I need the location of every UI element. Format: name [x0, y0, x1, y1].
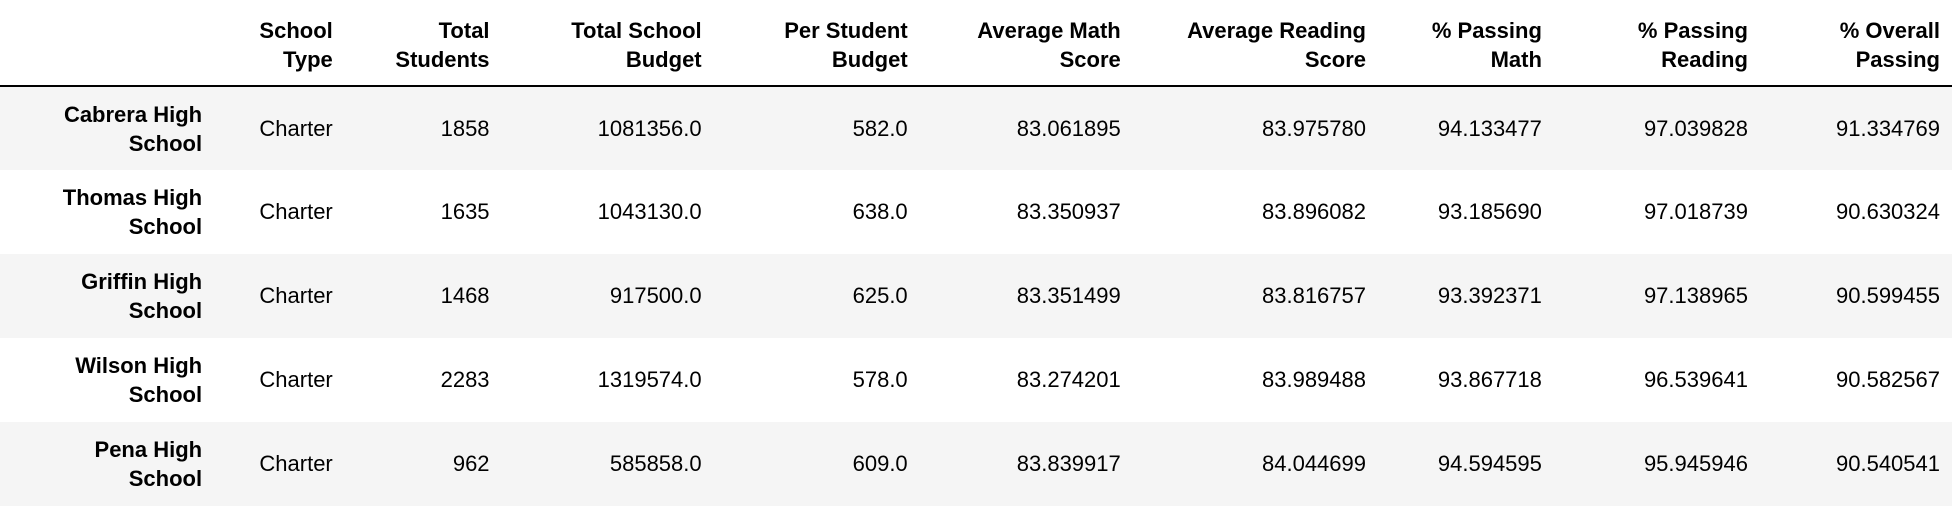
header-line: Math [1490, 47, 1542, 72]
school-name-line: Cabrera High [63, 101, 203, 127]
school-name-line: Thomas High [62, 185, 203, 210]
table-row: Wilson High School Charter 2283 1319574.0… [0, 338, 1952, 422]
school-name-line: Wilson High [75, 353, 203, 378]
row-header-school-name: Pena High School [0, 422, 214, 506]
row-header-school-name: Wilson High School [0, 338, 214, 422]
cell-per-student-budget: 625.0 [852, 283, 908, 308]
cell-total-school-budget: 1319574.0 [597, 367, 702, 392]
cell-per-student-budget: 609.0 [852, 451, 908, 476]
cell-average-math-score: 83.839917 [1016, 451, 1121, 476]
cell-overall-passing: 91.334769 [1836, 115, 1940, 141]
cell-average-math-score: 83.350937 [1016, 199, 1121, 224]
cell-total-school-budget: 585858.0 [609, 451, 702, 476]
cell-overall-passing: 90.630324 [1836, 199, 1940, 224]
header-line: Budget [831, 47, 908, 72]
column-header-per-student-budget: Per Student Budget [713, 0, 920, 87]
cell-total-school-budget: 917500.0 [609, 283, 702, 308]
header-line: Average Math [977, 18, 1121, 43]
cell-school-type: Charter [259, 283, 333, 308]
cell-average-math-score: 83.274201 [1016, 367, 1121, 392]
school-name-line: School [128, 130, 203, 156]
cell-passing-reading: 97.039828 [1643, 115, 1748, 141]
cell-average-math-score: 83.351499 [1016, 283, 1121, 308]
header-line: % Passing [1431, 18, 1542, 43]
column-header-average-math-score: Average Math Score [919, 0, 1133, 87]
cell-school-type: Charter [259, 451, 333, 476]
header-line: Students [395, 47, 490, 72]
column-header-total-school-budget: Total School Budget [501, 0, 714, 87]
cell-passing-math: 94.594595 [1437, 451, 1542, 476]
table-row: Thomas High School Charter 1635 1043130.0… [0, 170, 1952, 254]
column-header-passing-math: % Passing Math [1378, 0, 1554, 87]
cell-school-type: Charter [259, 115, 333, 141]
header-line: % Passing [1637, 18, 1748, 43]
header-line: Type [283, 47, 333, 72]
cell-per-student-budget: 578.0 [852, 367, 908, 392]
cell-average-reading-score: 83.989488 [1262, 367, 1366, 392]
cell-per-student-budget: 638.0 [852, 199, 908, 224]
header-row: School Type Total Students Total School Bud… [0, 0, 1952, 87]
header-line: Budget [625, 47, 702, 72]
header-line: School [259, 18, 333, 43]
row-header-school-name: Cabrera High School [0, 86, 214, 170]
school-name-line: School [128, 214, 203, 239]
table-body: Cabrera High School Charter 1858 1081356.… [0, 86, 1952, 506]
cell-average-reading-score: 84.044699 [1262, 451, 1366, 476]
cell-average-reading-score: 83.975780 [1262, 115, 1366, 141]
cell-average-math-score: 83.061895 [1016, 115, 1121, 141]
column-header-passing-reading: % Passing Reading [1553, 0, 1760, 87]
cell-total-students: 1635 [440, 199, 490, 224]
school-name-line: School [128, 382, 203, 407]
cell-average-reading-score: 83.896082 [1262, 199, 1366, 224]
cell-per-student-budget: 582.0 [852, 115, 908, 141]
header-line: Per Student [784, 18, 908, 43]
header-line: % Overall [1839, 18, 1940, 43]
column-header-school-type: School Type [214, 0, 345, 87]
school-name-line: Griffin High [81, 269, 203, 294]
column-header-overall-passing: % Overall Passing [1759, 0, 1952, 87]
table-row: Griffin High School Charter 1468 917500.0… [0, 254, 1952, 338]
header-line: Score [1304, 47, 1366, 72]
column-header-average-reading-score: Average Reading Score [1132, 0, 1378, 87]
row-header-school-name: Griffin High School [0, 254, 214, 338]
school-name-line: Pena High [94, 437, 203, 462]
column-header-total-students: Total Students [344, 0, 502, 87]
cell-total-students: 1858 [440, 115, 490, 141]
row-header-school-name: Thomas High School [0, 170, 214, 254]
cell-total-school-budget: 1043130.0 [597, 199, 702, 224]
table-header: School Type Total Students Total School Bud… [0, 0, 1952, 87]
cell-passing-reading: 97.138965 [1643, 283, 1748, 308]
header-line: Total School [571, 18, 702, 43]
cell-total-students: 1468 [440, 283, 490, 308]
cell-passing-math: 93.185690 [1437, 199, 1542, 224]
school-name-line: School [128, 466, 203, 491]
cell-passing-reading: 96.539641 [1643, 367, 1748, 392]
cell-passing-reading: 97.018739 [1643, 199, 1748, 224]
cell-average-reading-score: 83.816757 [1262, 283, 1366, 308]
header-line: Passing [1855, 47, 1940, 72]
header-line: Average Reading [1187, 18, 1366, 43]
cell-total-school-budget: 1081356.0 [597, 115, 702, 141]
cell-passing-reading: 95.945946 [1643, 451, 1748, 476]
cell-school-type: Charter [259, 367, 333, 392]
table-row: Pena High School Charter 962 585858.0 609… [0, 422, 1952, 506]
school-name-line: School [128, 298, 203, 323]
header-line: Total [438, 18, 490, 43]
cell-overall-passing: 90.599455 [1836, 283, 1940, 308]
cell-school-type: Charter [259, 199, 333, 224]
cell-passing-math: 93.392371 [1437, 283, 1542, 308]
cell-passing-math: 93.867718 [1437, 367, 1542, 392]
cell-overall-passing: 90.540541 [1836, 451, 1940, 476]
header-line: Score [1059, 47, 1121, 72]
cell-total-students: 2283 [440, 367, 490, 392]
table-row: Cabrera High School Charter 1858 1081356.… [0, 86, 1952, 170]
cell-overall-passing: 90.582567 [1836, 367, 1940, 392]
header-line: Reading [1661, 47, 1748, 72]
index-header [0, 0, 215, 87]
cell-total-students: 962 [452, 451, 490, 476]
cell-passing-math: 94.133477 [1437, 115, 1542, 141]
